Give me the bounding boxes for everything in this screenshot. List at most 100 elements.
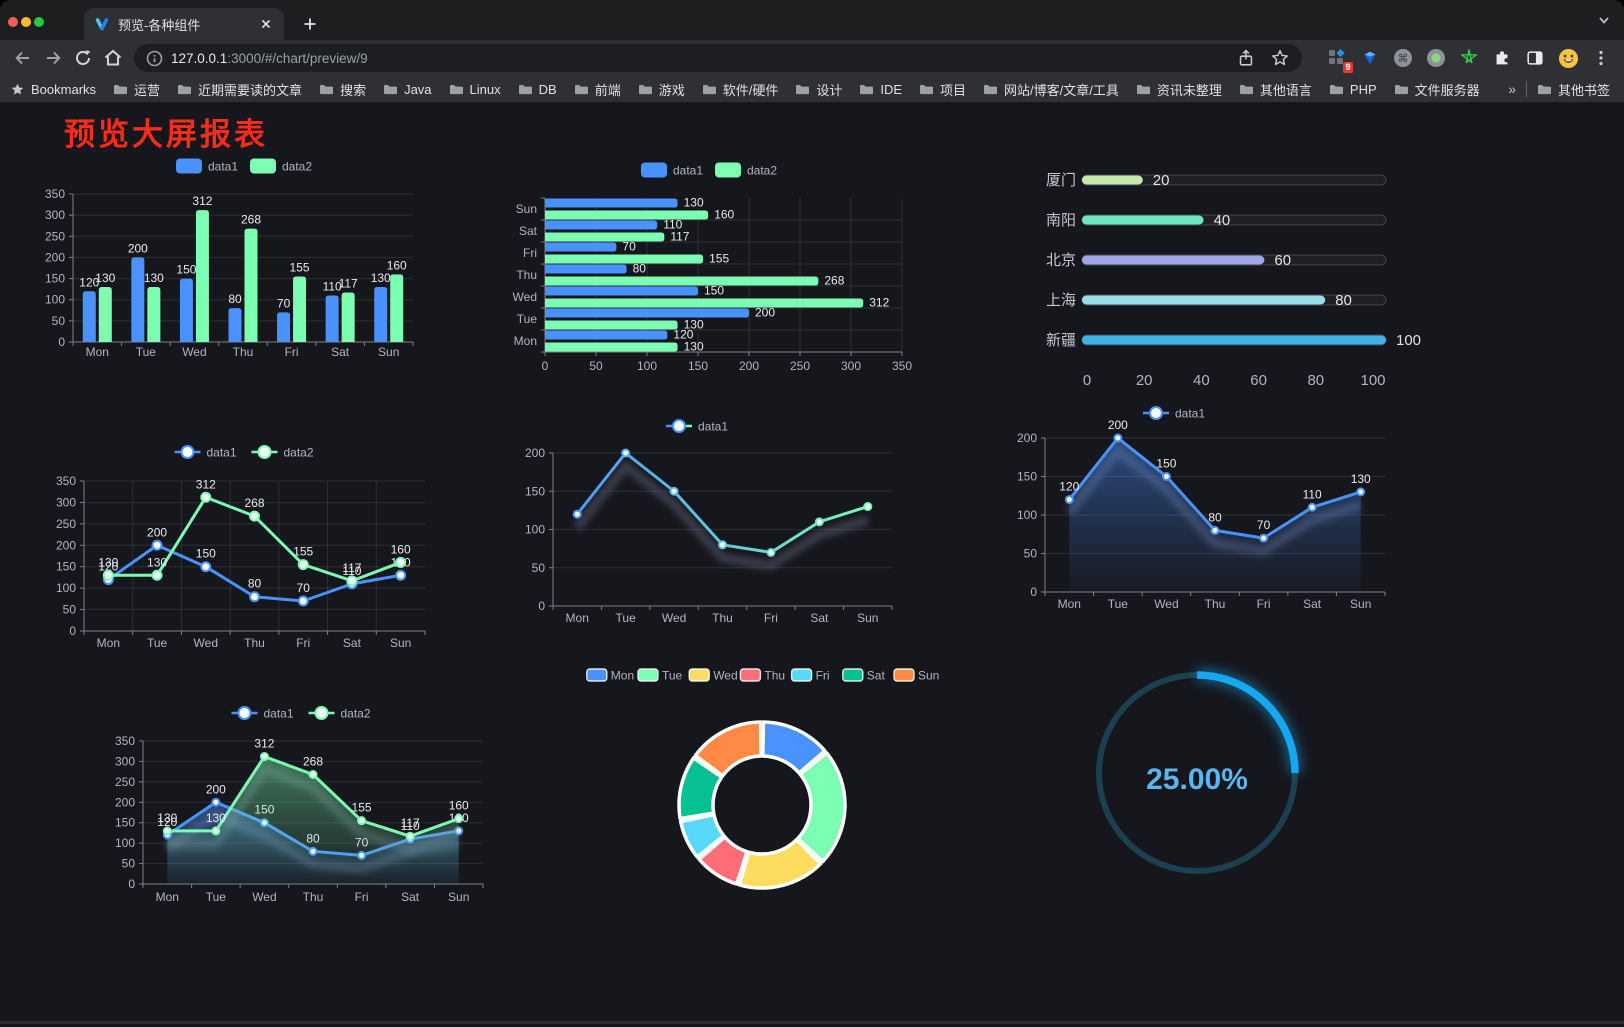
svg-text:150: 150 [176, 263, 196, 277]
bookmark-folder-item[interactable]: IDE [859, 82, 902, 97]
svg-text:data1: data1 [264, 707, 294, 721]
svg-text:80: 80 [1335, 292, 1352, 309]
svg-text:110: 110 [342, 564, 361, 578]
bookmark-folder-item[interactable]: 运营 [113, 80, 160, 99]
svg-text:60: 60 [1274, 252, 1291, 269]
bookmark-folder-item[interactable]: 游戏 [638, 80, 685, 99]
other-bookmarks-label: 其他书签 [1557, 82, 1610, 98]
bookmark-folder-item[interactable]: 前端 [574, 80, 621, 99]
tab-search-button[interactable] [1596, 12, 1612, 33]
progress-bars-chart[interactable]: 厦门 20 南阳 40 北京 60 上海 80 新疆 100 0 20 40 60 80 100 [1000, 165, 1430, 395]
zoom-window-button[interactable] [34, 17, 44, 27]
home-icon [104, 49, 122, 66]
page-title: 预览大屏报表 [64, 117, 268, 152]
close-window-button[interactable] [8, 17, 18, 27]
svg-text:200: 200 [128, 241, 148, 255]
svg-text:Thu: Thu [764, 669, 785, 683]
green-dot-circle-icon [1427, 49, 1445, 67]
folder-icon [384, 84, 398, 94]
svg-text:350: 350 [56, 474, 76, 488]
svg-text:160: 160 [391, 542, 411, 556]
bookmarks-bar: Bookmarks 运营 近期需要读的文章 搜索 Java Linux DB 前端 游戏 软件/… [0, 76, 1624, 103]
minimize-window-button[interactable] [21, 17, 31, 27]
two-series-line-chart[interactable]: 0 50 100 150 200 250 300 350 Mon Tue Wed Thu Fri Sat S… [40, 418, 430, 658]
horizontal-bar-chart[interactable]: 0 50 100 150 200 250 300 350 Sun Sat Fri Thu Wed Tue M… [500, 140, 912, 375]
svg-text:北京: 北京 [1046, 252, 1076, 269]
home-button[interactable] [98, 43, 128, 73]
svg-text:300: 300 [115, 754, 135, 768]
bookmark-folder-item[interactable]: Java [383, 82, 432, 97]
svg-text:Thu: Thu [1205, 597, 1226, 611]
bookmark-folder-item[interactable]: PHP [1329, 82, 1377, 97]
svg-text:150: 150 [196, 547, 216, 561]
svg-text:40: 40 [1214, 212, 1231, 229]
browser-menu-button[interactable] [1590, 47, 1612, 69]
bookmark-folder-item[interactable]: DB [518, 82, 557, 97]
bookmark-folder-item[interactable]: 网站/博客/文章/工具 [983, 80, 1119, 99]
svg-text:Tue: Tue [136, 345, 157, 359]
svg-text:268: 268 [824, 274, 844, 288]
svg-text:268: 268 [303, 755, 323, 769]
grouped-bar-chart[interactable]: 0 50 100 150 200 250 300 350 Mon Tue Wed Thu Fri Sat S… [40, 150, 420, 375]
bookmark-folder-item[interactable]: 项目 [919, 80, 966, 99]
svg-text:110: 110 [1303, 487, 1322, 501]
extensions-puzzle-button[interactable] [1491, 47, 1513, 69]
other-bookmarks-folder[interactable]: 其他书签 [1537, 80, 1610, 99]
svg-text:南阳: 南阳 [1046, 212, 1076, 229]
bookmark-folder-item[interactable]: 软件/硬件 [702, 80, 778, 99]
bookmark-star-icon[interactable] [1270, 48, 1290, 68]
bookmark-folder-item[interactable]: Linux [449, 82, 501, 97]
address-bar[interactable]: 127.0.0.1:3000/#/chart/preview/9 [134, 44, 1302, 72]
svg-text:Sun: Sun [516, 202, 537, 216]
svg-text:120: 120 [157, 815, 177, 829]
site-info-icon[interactable] [146, 50, 163, 67]
bookmark-folder-item[interactable]: 文件服务器 [1394, 80, 1480, 99]
gauge-chart[interactable]: 25.00% [1090, 660, 1314, 890]
svg-text:80: 80 [248, 577, 262, 591]
extension-star-icon[interactable] [1458, 47, 1480, 69]
svg-text:Tue: Tue [147, 636, 168, 650]
extension-command-icon[interactable]: ⌘ [1392, 47, 1414, 69]
svg-text:Mon: Mon [611, 669, 634, 683]
back-button[interactable] [8, 43, 38, 73]
extension-grid-icon[interactable]: 9 [1326, 47, 1353, 73]
bookmarks-overflow-button[interactable]: » [1508, 81, 1516, 97]
svg-text:70: 70 [297, 581, 311, 595]
browser-tab[interactable]: 预览-各种组件 [84, 8, 284, 40]
forward-arrow-icon [47, 51, 61, 65]
svg-text:250: 250 [790, 359, 810, 373]
reload-button[interactable] [68, 43, 98, 73]
profile-avatar[interactable] [1557, 47, 1579, 69]
single-area-chart[interactable]: 0 50 100 150 200 Mon Tue Wed Thu Fri Sat Sun 120 200 1… [980, 390, 1400, 615]
gradient-line-chart[interactable]: 0 50 100 150 200 Mon Tue Wed Thu Fri Sat Sun data1 [498, 400, 898, 630]
svg-text:150: 150 [115, 816, 135, 830]
tab-close-icon[interactable] [258, 16, 274, 32]
forward-button[interactable] [38, 43, 68, 73]
svg-text:200: 200 [1108, 418, 1128, 432]
svg-text:Sun: Sun [1350, 597, 1371, 611]
svg-text:50: 50 [589, 359, 603, 373]
green-star-icon [1461, 49, 1477, 64]
svg-text:268: 268 [244, 496, 264, 510]
bookmarks-root-item[interactable]: Bookmarks [10, 82, 96, 97]
folder-icon [1136, 84, 1150, 94]
svg-text:Tue: Tue [1108, 597, 1129, 611]
svg-text:data1: data1 [1175, 407, 1205, 421]
side-panel-button[interactable] [1524, 47, 1546, 69]
extension-gem-icon[interactable] [1359, 47, 1381, 69]
bookmark-folder-item[interactable]: 其他语言 [1239, 80, 1312, 99]
svg-text:100: 100 [1396, 332, 1421, 349]
svg-text:350: 350 [115, 734, 135, 748]
new-tab-button[interactable] [298, 12, 322, 36]
bookmark-folder-item[interactable]: 近期需要读的文章 [177, 80, 302, 99]
two-series-area-chart[interactable]: 0 50 100 150 200 250 300 350 Mon Tue Wed Thu Fri Sat S… [100, 700, 495, 925]
folder-icon [1239, 84, 1253, 94]
bookmark-folder-item[interactable]: 搜索 [319, 80, 366, 99]
svg-text:20: 20 [1153, 172, 1170, 189]
bookmark-folder-item[interactable]: 设计 [795, 80, 842, 99]
bookmark-folder-item[interactable]: 资讯未整理 [1136, 80, 1222, 99]
svg-text:130: 130 [144, 271, 164, 285]
extension-record-icon[interactable] [1425, 47, 1447, 69]
donut-chart[interactable]: Mon Tue Wed Thu Fri Sat Sun [562, 660, 962, 905]
share-icon[interactable] [1236, 48, 1256, 68]
